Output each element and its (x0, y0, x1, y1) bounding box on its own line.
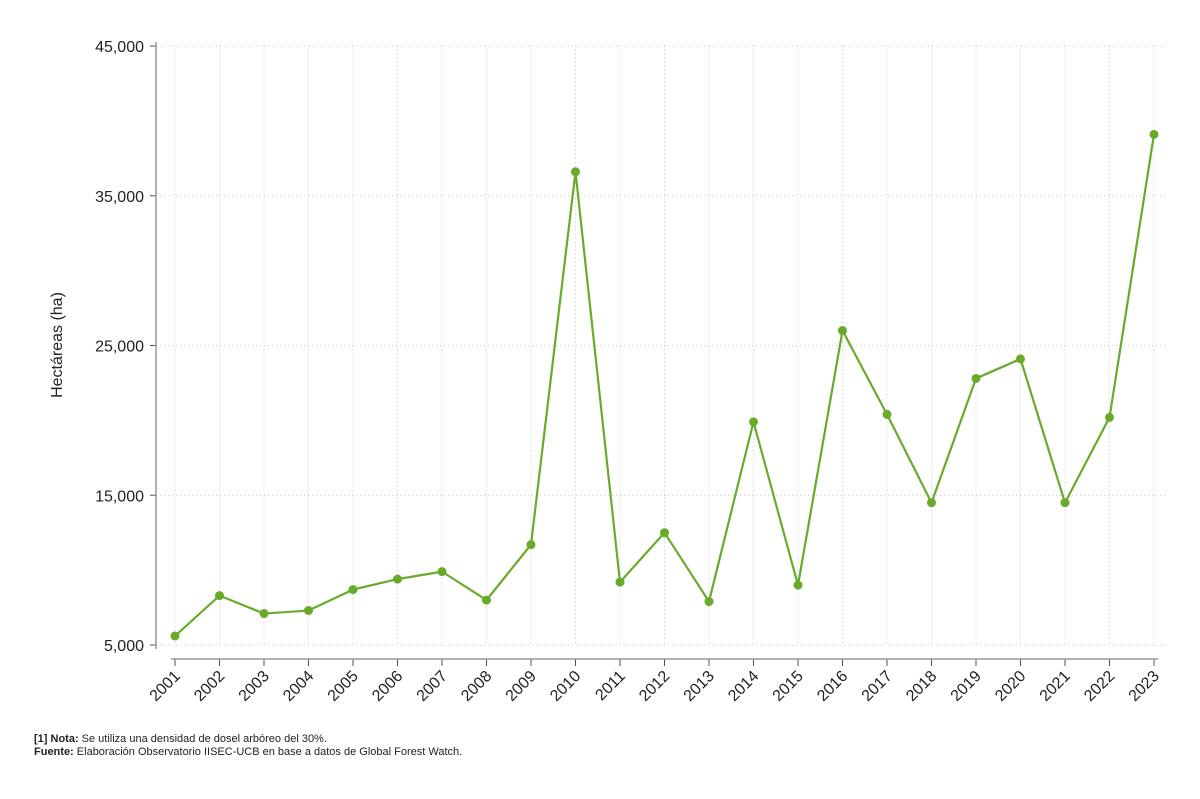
data-point (215, 591, 224, 601)
y-tick-labels: 5,000 15,000 25,000 35,000 45,000 (95, 39, 144, 655)
axes (150, 42, 1158, 666)
x-tick-label: 2020 (992, 668, 1029, 705)
x-tick-label: 2006 (369, 668, 406, 705)
x-tick-label: 2002 (191, 668, 228, 705)
data-point (1060, 498, 1070, 508)
x-tick-label: 2022 (1081, 668, 1118, 705)
y-tick-label: 35,000 (95, 189, 144, 206)
x-tick-label: 2015 (770, 668, 807, 705)
x-tick-label: 2010 (547, 668, 584, 705)
y-axis-title: Hectáreas (ha) (49, 292, 66, 398)
data-point (927, 498, 936, 508)
y-tick-label: 5,000 (104, 638, 144, 655)
x-tick-label: 2013 (681, 668, 718, 705)
x-tick-label: 2017 (859, 668, 896, 705)
source-label: Fuente: (34, 746, 74, 758)
data-point (793, 580, 803, 590)
x-tick-label: 2019 (948, 668, 985, 705)
x-tick-label: 2023 (1126, 668, 1163, 705)
data-point (571, 167, 580, 177)
x-tick-label: 2018 (903, 668, 940, 705)
series-line (174, 134, 1156, 637)
y-tick-label: 45,000 (95, 39, 144, 56)
data-point (882, 409, 892, 419)
x-tick-label: 2001 (147, 668, 184, 705)
x-tick-label: 2003 (236, 668, 273, 705)
data-point (482, 595, 491, 605)
y-tick-label: 25,000 (95, 339, 144, 356)
note-label: [1] Nota: (34, 733, 79, 745)
x-tick-label: 2021 (1037, 668, 1074, 705)
y-tick-label: 15,000 (95, 488, 144, 505)
data-point (971, 373, 981, 383)
data-series (170, 129, 1159, 641)
data-point (838, 326, 847, 336)
x-tick-label: 2009 (503, 668, 540, 705)
x-tick-label: 2004 (280, 668, 317, 705)
x-tick-label: 2016 (814, 668, 851, 705)
data-point (749, 417, 758, 427)
x-tick-label: 2012 (636, 668, 673, 705)
data-point (393, 574, 402, 584)
x-tick-label: 2005 (325, 668, 362, 705)
data-point (704, 597, 714, 607)
data-point (660, 528, 669, 538)
data-point (615, 577, 625, 587)
x-tick-label: 2007 (414, 668, 451, 705)
x-tick-label: 2008 (458, 668, 495, 705)
chart-notes: [1] Nota: Se utiliza una densidad de dos… (34, 733, 462, 759)
data-point (1105, 412, 1114, 422)
data-point (437, 567, 447, 577)
data-point (170, 631, 180, 641)
data-point (259, 609, 269, 619)
data-point (1149, 129, 1159, 139)
x-tick-label: 2011 (592, 668, 628, 704)
grid-lines (156, 45, 1168, 646)
data-point (526, 540, 536, 550)
note-text: Se utiliza una densidad de dosel arbóreo… (78, 733, 327, 745)
note-line: [1] Nota: Se utiliza una densidad de dos… (34, 733, 462, 746)
data-point (1016, 354, 1025, 364)
data-point (348, 585, 358, 595)
data-point (304, 606, 313, 616)
x-tick-labels: 2001 2002 2003 2004 2005 2006 2007 2008 2009 2010… (147, 668, 1163, 705)
source-line: Fuente: Elaboración Observatorio IISEC-U… (34, 746, 462, 759)
x-tick-label: 2014 (725, 668, 762, 705)
source-text: Elaboración Observatorio IISEC-UCB en ba… (73, 746, 463, 758)
